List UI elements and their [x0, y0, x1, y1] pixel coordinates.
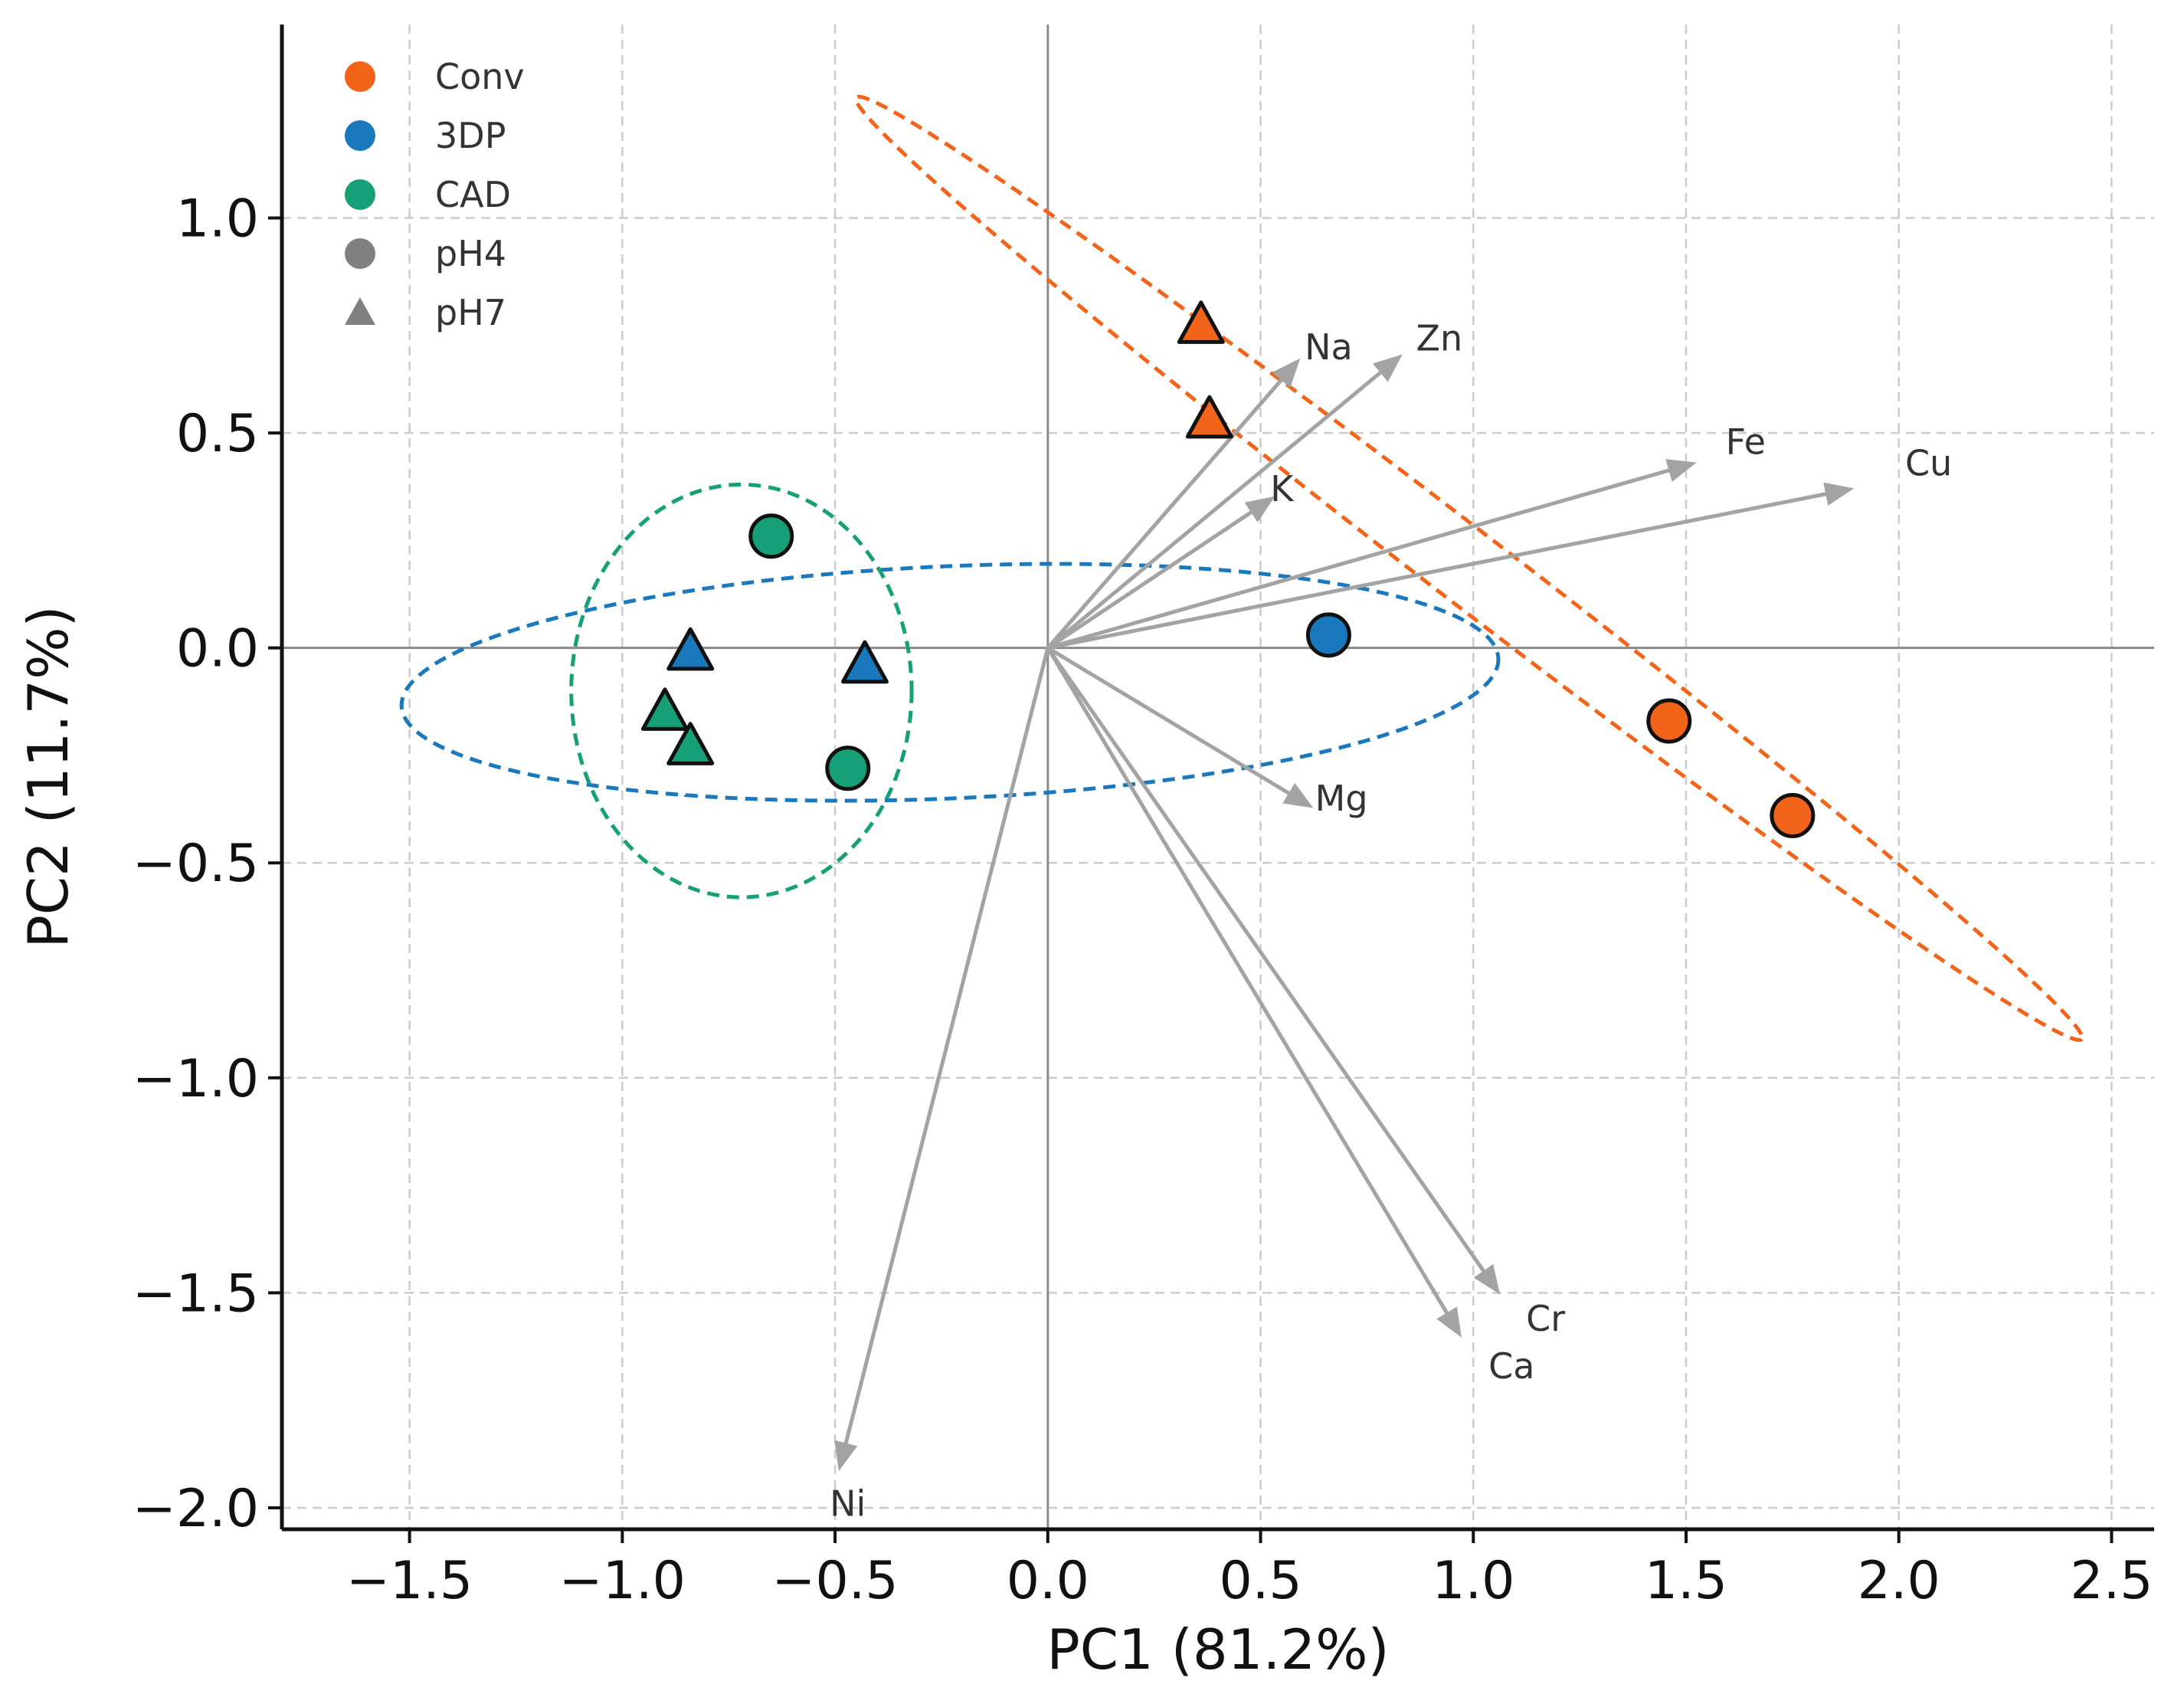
point-3dp-ph4 — [1305, 612, 1351, 658]
loading-label-fe: Fe — [1726, 421, 1766, 462]
y-tick-label: −1.5 — [133, 1263, 259, 1324]
point-cad-ph4 — [748, 513, 794, 559]
loading-arrowhead-k — [1244, 496, 1275, 523]
loading-arrowhead-zn — [1373, 354, 1403, 382]
y-axis-title: PC2 (11.7%) — [16, 605, 80, 948]
point-conv-ph4 — [1646, 698, 1692, 744]
legend-label-ph4: pH4 — [435, 233, 506, 274]
loading-arrow-mg — [1046, 646, 1291, 795]
y-tick-label: −0.5 — [133, 834, 259, 894]
loading-arrow-zn — [1046, 370, 1383, 650]
y-tick-label: 0.0 — [176, 619, 259, 680]
legend-label-cad: CAD — [435, 174, 511, 215]
y-tick-label: −2.0 — [133, 1479, 259, 1539]
point-3dp-ph7 — [666, 627, 715, 671]
point-cad-ph4 — [825, 745, 871, 791]
x-axis-title: PC1 (81.2%) — [1046, 1617, 1389, 1682]
legend-marker-conv — [345, 61, 375, 92]
loading-label-ca: Ca — [1488, 1345, 1534, 1387]
point-conv-ph4 — [1770, 793, 1816, 839]
x-tick-label: 2.5 — [2070, 1551, 2153, 1611]
loading-label-cr: Cr — [1526, 1298, 1565, 1339]
ellipse-cad — [569, 482, 914, 899]
loading-arrow-cr — [1046, 647, 1486, 1273]
loading-arrow-k — [1046, 510, 1253, 650]
loading-label-cu: Cu — [1905, 442, 1952, 483]
legend-label-3dp: 3DP — [435, 115, 506, 156]
sample-points — [640, 300, 1816, 839]
loading-arrowhead-ni — [834, 1440, 858, 1471]
loading-label-zn: Zn — [1416, 318, 1463, 359]
point-conv-ph7 — [1177, 300, 1225, 344]
loading-label-mg: Mg — [1315, 778, 1368, 819]
loading-arrow-na — [1046, 378, 1284, 650]
legend-label-conv: Conv — [435, 56, 525, 97]
loading-arrows: Na Zn K Fe Cu Mg Cr Ca Ni — [830, 318, 1952, 1525]
loading-arrowhead-na — [1272, 358, 1301, 388]
loading-arrow-cu — [1047, 492, 1827, 650]
loading-arrowhead-fe — [1665, 459, 1697, 482]
x-tick-label: −1.0 — [559, 1551, 686, 1611]
loading-label-k: K — [1270, 468, 1295, 510]
y-tick-label: 0.5 — [176, 404, 259, 464]
loading-arrow-fe — [1047, 468, 1671, 650]
x-tick-label: 0.5 — [1219, 1551, 1302, 1611]
point-cad-ph7 — [640, 687, 689, 731]
legend-marker-3dp — [345, 120, 375, 151]
point-conv-ph7 — [1185, 395, 1233, 439]
ellipse-3dp — [399, 562, 1501, 803]
legend-label-ph7: pH7 — [435, 292, 506, 333]
loading-arrowhead-cr — [1473, 1263, 1501, 1295]
x-tick-label: −0.5 — [772, 1551, 899, 1611]
loading-label-ni: Ni — [830, 1483, 866, 1524]
legend-marker-cad — [345, 179, 375, 210]
x-tick-label: 1.0 — [1432, 1551, 1514, 1611]
legend-marker-ph7 — [345, 297, 375, 325]
loading-arrowhead-ca — [1436, 1306, 1462, 1338]
x-tick-label: 0.0 — [1007, 1551, 1089, 1611]
loading-arrowhead-cu — [1823, 482, 1855, 506]
legend-marker-ph4 — [345, 238, 375, 269]
x-tick-label: 2.0 — [1858, 1551, 1940, 1611]
axes — [280, 25, 2154, 1532]
tick-labels: −1.5 −1.0 −0.5 0.0 0.5 1.0 1.5 2.0 2.5 1.0 0.5 0.0 −… — [133, 189, 2153, 1611]
y-tick-label: 1.0 — [176, 189, 259, 250]
loading-arrow-ca — [1046, 647, 1449, 1315]
y-tick-label: −1.0 — [133, 1049, 259, 1109]
loading-arrowhead-mg — [1282, 782, 1314, 808]
point-3dp-ph7 — [840, 640, 889, 684]
point-cad-ph7 — [666, 722, 715, 765]
legend: Conv 3DP CAD pH4 pH7 — [345, 56, 525, 333]
zero-lines — [282, 25, 2154, 1529]
loading-label-na: Na — [1305, 326, 1353, 368]
loading-arrow-ni — [843, 647, 1050, 1445]
x-tick-label: −1.5 — [346, 1551, 473, 1611]
x-tick-label: 1.5 — [1645, 1551, 1727, 1611]
